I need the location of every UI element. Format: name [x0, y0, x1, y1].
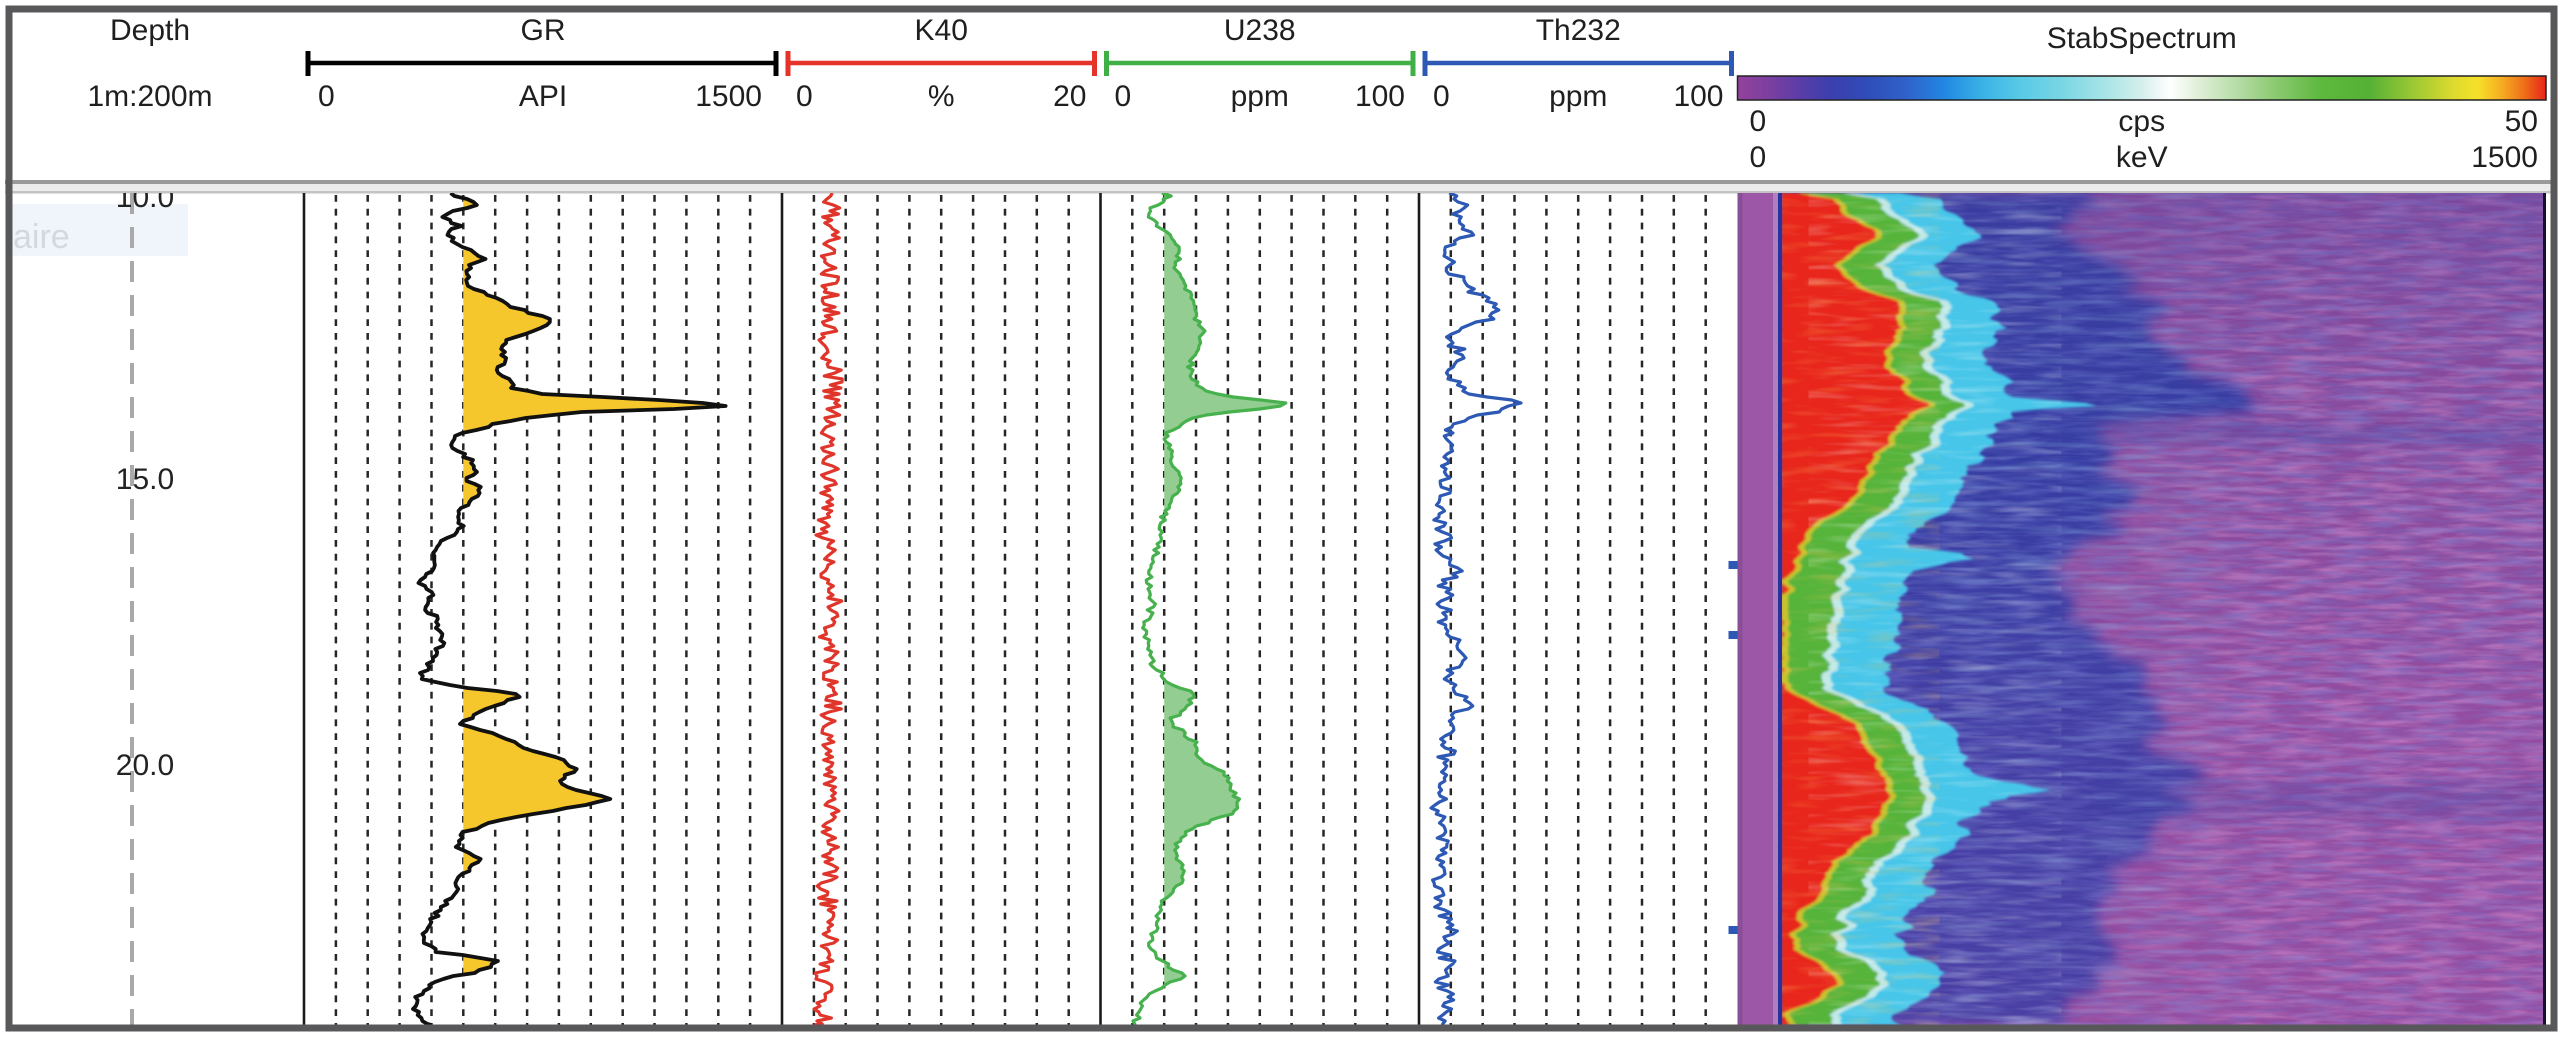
- svg-text:0: 0: [1750, 141, 1767, 174]
- svg-text:Th232: Th232: [1536, 14, 1621, 47]
- svg-text:20: 20: [1053, 80, 1086, 113]
- svg-text:0: 0: [1115, 80, 1132, 113]
- svg-text:100: 100: [1355, 80, 1405, 113]
- svg-text:1500: 1500: [695, 80, 762, 113]
- svg-text:keV: keV: [2116, 141, 2168, 174]
- svg-text:20.0: 20.0: [116, 749, 174, 782]
- svg-text:ppm: ppm: [1549, 80, 1607, 113]
- svg-text:Depth: Depth: [110, 14, 190, 47]
- svg-text:15.0: 15.0: [116, 463, 174, 496]
- svg-text:0: 0: [318, 80, 335, 113]
- svg-text:cps: cps: [2118, 105, 2165, 138]
- svg-text:10.0: 10.0: [116, 181, 174, 214]
- svg-text:0: 0: [1750, 105, 1767, 138]
- svg-text:StabSpectrum: StabSpectrum: [2047, 22, 2237, 55]
- svg-text:0: 0: [796, 80, 813, 113]
- svg-text:API: API: [519, 80, 567, 113]
- svg-text:aire: aire: [13, 218, 70, 256]
- svg-text:U238: U238: [1224, 14, 1296, 47]
- svg-text:%: %: [928, 80, 955, 113]
- svg-text:50: 50: [2505, 105, 2538, 138]
- svg-text:1500: 1500: [2471, 141, 2538, 174]
- svg-text:0: 0: [1433, 80, 1450, 113]
- svg-text:100: 100: [1673, 80, 1723, 113]
- svg-text:ppm: ppm: [1231, 80, 1289, 113]
- svg-text:1m:200m: 1m:200m: [87, 80, 212, 113]
- svg-text:GR: GR: [521, 14, 566, 47]
- svg-text:K40: K40: [915, 14, 968, 47]
